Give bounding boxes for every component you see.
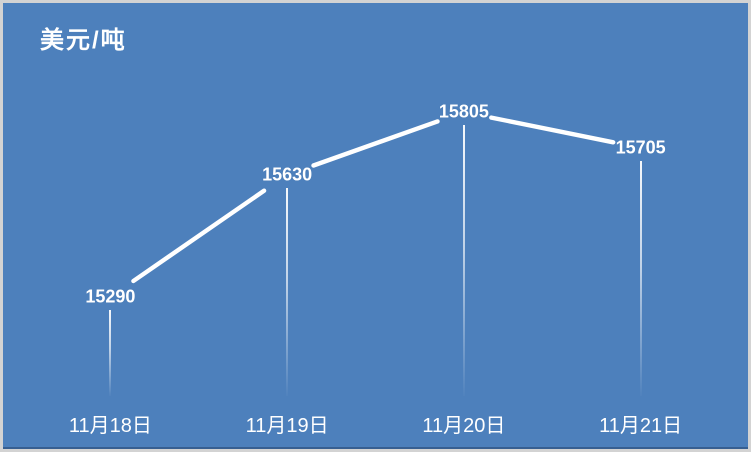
- data-label: 15705: [615, 137, 666, 158]
- x-axis-label: 11月21日: [599, 415, 683, 437]
- line-segment: [131, 188, 267, 284]
- plot-bottom-shade: [3, 447, 748, 449]
- x-axis-label: 11月18日: [68, 415, 152, 437]
- drop-line: [109, 309, 112, 396]
- data-label: 15290: [85, 286, 136, 307]
- data-label: 15805: [438, 101, 489, 122]
- line-segment: [311, 119, 440, 168]
- data-label: 15630: [262, 164, 313, 185]
- x-axis-label: 11月20日: [422, 415, 506, 437]
- x-axis-label: 11月19日: [245, 415, 329, 437]
- drop-line: [286, 187, 289, 396]
- chart-title: 美元/吨: [40, 27, 127, 54]
- drop-line: [462, 125, 465, 396]
- line-segment: [489, 115, 616, 145]
- drop-line: [639, 160, 642, 396]
